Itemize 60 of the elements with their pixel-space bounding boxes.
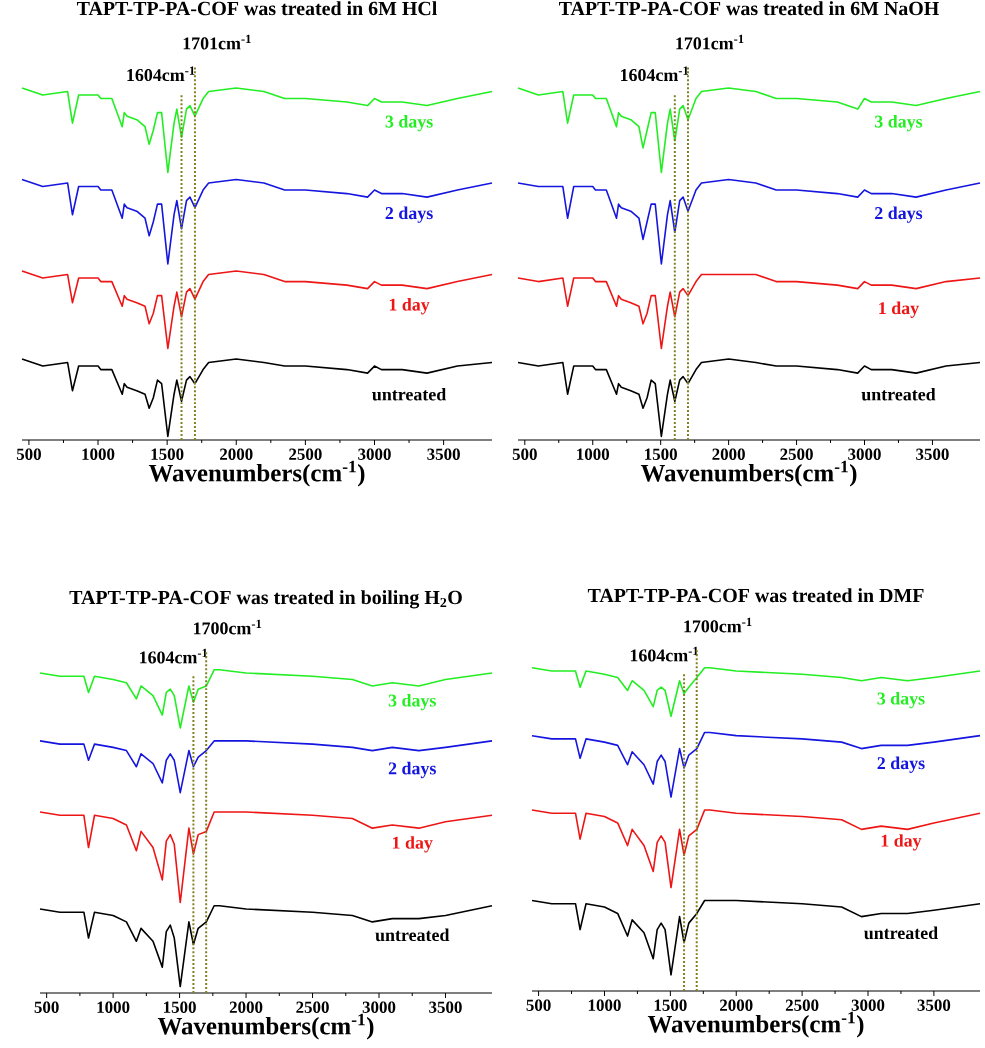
series-label: 3 days — [877, 691, 925, 709]
x-tick-label: 3000 — [358, 448, 391, 460]
x-tick-label: 3500 — [916, 448, 949, 460]
x-tick-label: 3000 — [362, 1001, 396, 1013]
series-label: 3 days — [388, 693, 436, 711]
series-label: 2 days — [388, 761, 436, 779]
x-tick-label: 500 — [16, 448, 41, 460]
x-axis-title: Wavenumbers(cm$^{-1}$) — [647, 1011, 864, 1038]
x-tick-label: 2000 — [712, 448, 745, 460]
x-tick-label: 3000 — [851, 999, 885, 1011]
ref-line-label: 1604cm$^{-1}$ — [140, 648, 208, 664]
x-tick-label: 1500 — [645, 448, 677, 460]
x-tick-label: 1000 — [588, 999, 621, 1011]
x-tick-label: 500 — [512, 448, 537, 460]
series-label: 1 day — [393, 836, 433, 853]
x-tick-label: 2000 — [229, 1001, 263, 1013]
x-tick-label: 2500 — [289, 448, 322, 460]
x-tick-label: 2500 — [296, 1001, 329, 1013]
ref-line-label: 1700cm$^{-1}$ — [194, 619, 262, 635]
x-axis-title: Wavenumbers(cm$^{-1}$) — [148, 460, 365, 487]
x-tick-label: 1500 — [654, 999, 687, 1011]
x-tick-label: 500 — [526, 999, 551, 1011]
ref-line-label: 1701cm$^{-1}$ — [676, 34, 744, 50]
series-label: 2 days — [385, 206, 433, 223]
series-label: 3 days — [385, 115, 433, 132]
x-tick-label: 1500 — [164, 1001, 196, 1013]
x-tick-label: 2500 — [780, 448, 813, 460]
x-tick-label: 1000 — [577, 448, 610, 460]
x-tick-label: 3500 — [917, 999, 951, 1011]
series-label: untreated — [375, 928, 450, 942]
series-label: untreated — [864, 926, 938, 940]
x-tick-label: 3500 — [429, 1001, 462, 1013]
x-tick-label: 3500 — [427, 448, 460, 460]
series-label: 1 day — [879, 301, 919, 318]
x-tick-label: 2000 — [220, 448, 253, 460]
x-tick-label: 1000 — [82, 448, 115, 460]
chart-title: TAPT-TP-PA-COF was treated in DMF — [587, 588, 924, 603]
ref-line-label: 1604cm$^{-1}$ — [621, 66, 689, 82]
series-label: 3 days — [874, 115, 923, 132]
ref-line-label: 1604cm$^{-1}$ — [127, 66, 195, 82]
x-axis-title: Wavenumbers(cm$^{-1}$) — [640, 460, 857, 487]
chart-title: TAPT-TP-PA-COF was treated in 6M NaOH — [559, 1, 939, 16]
chart-title: TAPT-TP-PA-COF was treated in 6M HCl — [76, 1, 437, 16]
x-tick-label: 1000 — [97, 1001, 130, 1013]
series-label: 1 day — [389, 298, 430, 315]
x-tick-label: 3000 — [848, 448, 881, 460]
series-label: 2 days — [877, 756, 925, 773]
series-label: untreated — [861, 387, 936, 401]
x-tick-label: 500 — [34, 1001, 59, 1013]
x-axis-title: Wavenumbers(cm$^{-1}$) — [157, 1013, 374, 1040]
ref-line-label: 1701cm$^{-1}$ — [183, 34, 251, 50]
ref-line-label: 1604cm$^{-1}$ — [630, 646, 699, 662]
chart-title: TAPT-TP-PA-COF was treated in boiling H$_{2}$O — [69, 590, 462, 609]
ref-line-label: 1700cm$^{-1}$ — [684, 617, 752, 633]
x-tick-label: 1500 — [151, 448, 184, 460]
x-tick-label: 2000 — [720, 999, 753, 1011]
series-label: 1 day — [881, 834, 922, 851]
series-label: 2 days — [875, 206, 923, 223]
x-tick-label: 2500 — [785, 999, 819, 1011]
series-label: untreated — [372, 387, 447, 401]
